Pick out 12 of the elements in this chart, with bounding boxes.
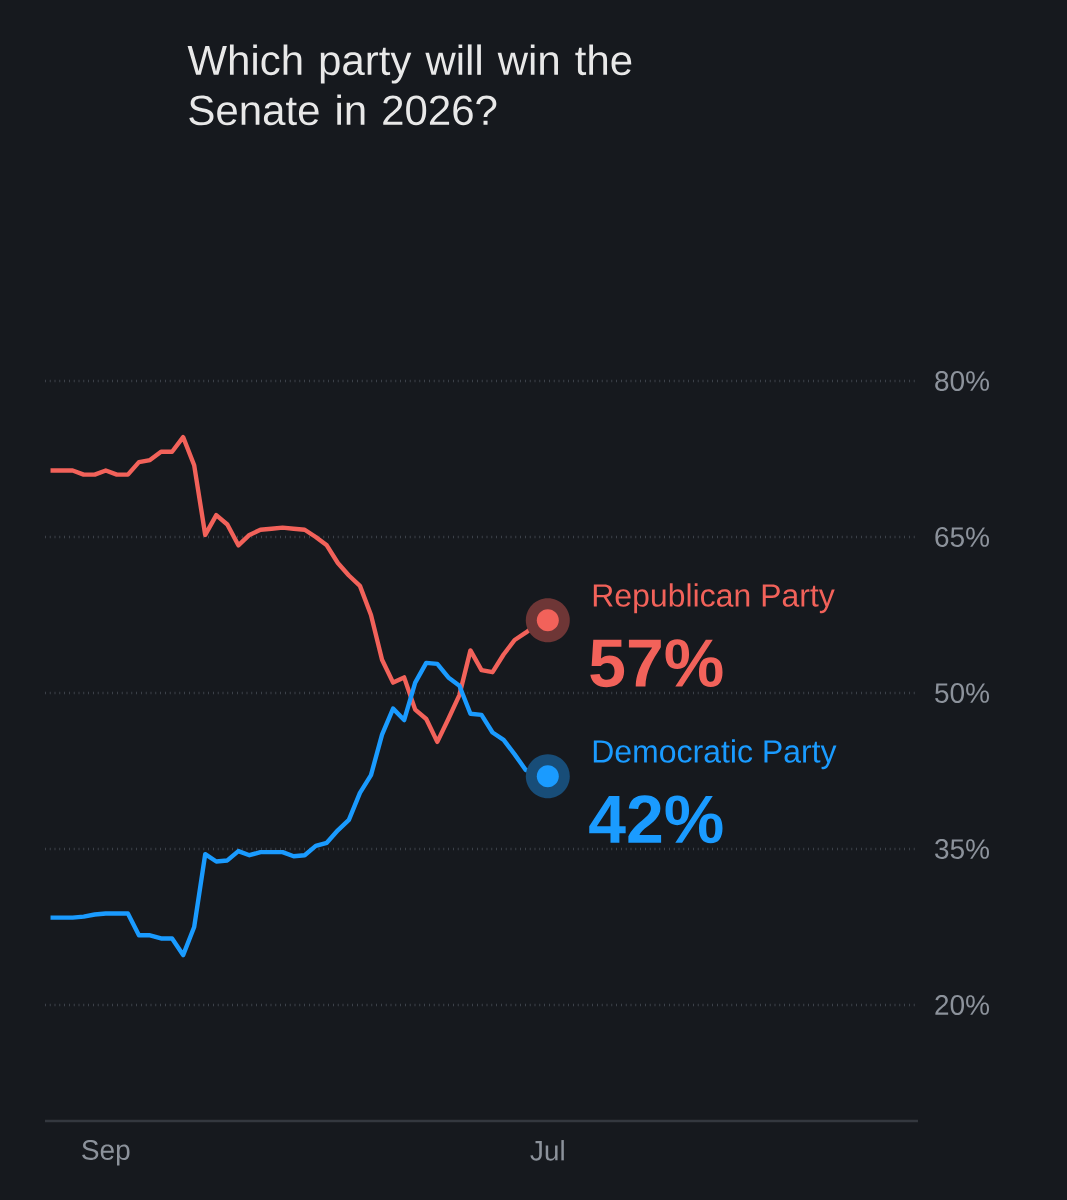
y-tick-label: 50%	[935, 683, 990, 703]
y-tick-label: 80%	[935, 371, 990, 391]
y-tick-label: 35%	[935, 839, 990, 859]
y-tick-label: 65%	[935, 527, 990, 547]
x-tick-label: Jul	[530, 1140, 564, 1161]
y-tick-label: 20%	[935, 995, 990, 1015]
data-label: 42%	[589, 795, 723, 844]
x-tick-label: Sep	[82, 1140, 130, 1166]
series-label: Democratic Party	[593, 739, 837, 770]
series-label: Republican Party	[593, 583, 835, 614]
chart-title: Which party will win the Senate in 2026?	[187, 44, 632, 126]
data-label: 57%	[590, 639, 723, 688]
